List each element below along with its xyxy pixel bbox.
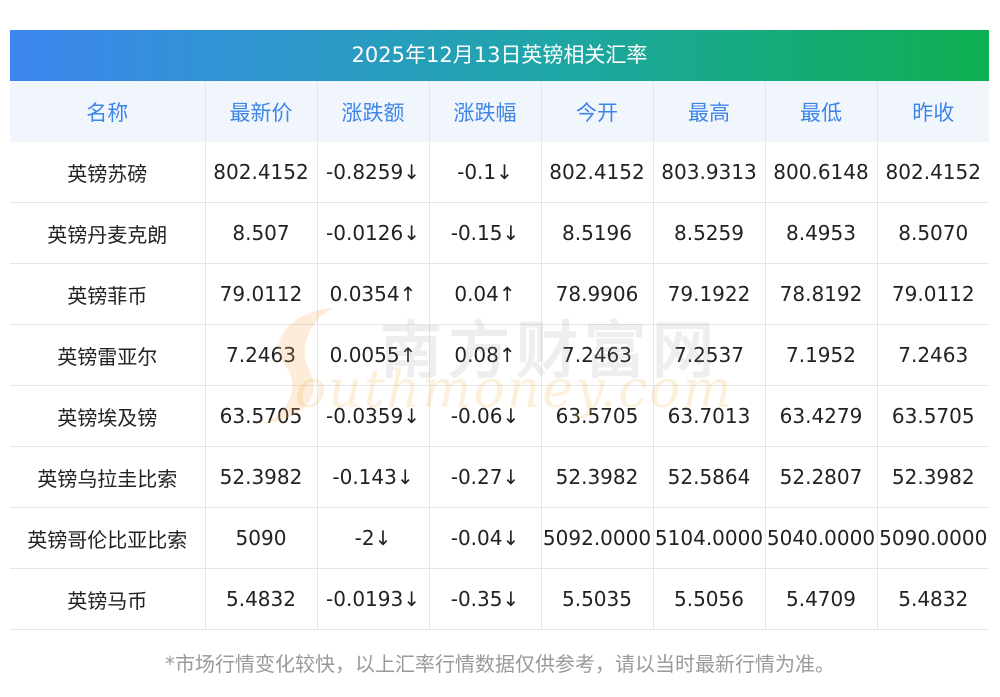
disclaimer-footer: *市场行情变化较快，以上汇率行情数据仅供参考，请以当时最新行情为准。: [165, 652, 835, 676]
prev-close: 5090.0000: [877, 507, 989, 569]
change-amount: -0.0193↓: [317, 568, 430, 630]
prev-close: 63.5705: [877, 385, 989, 447]
page-title: 2025年12月13日英镑相关汇率: [10, 30, 989, 81]
change-amount: -0.8259↓: [317, 142, 430, 203]
change-percent: 0.04↑: [429, 263, 542, 325]
column-header-open: 今开: [541, 81, 654, 142]
prev-close: 5.4832: [877, 568, 989, 630]
high-price: 63.7013: [653, 385, 766, 447]
currency-name: 英镑苏磅: [10, 142, 206, 203]
open-price: 63.5705: [541, 385, 654, 447]
low-price: 63.4279: [765, 385, 878, 447]
currency-name: 英镑菲币: [10, 263, 206, 325]
latest-price: 5090: [205, 507, 318, 569]
table-row: 英镑雷亚尔 7.2463 0.0055↑ 0.08↑ 7.2463 7.2537…: [10, 324, 989, 386]
open-price: 52.3982: [541, 446, 654, 508]
table-row: 英镑马币 5.4832 -0.0193↓ -0.35↓ 5.5035 5.505…: [10, 568, 989, 630]
column-header-low: 最低: [765, 81, 878, 142]
change-amount: -2↓: [317, 507, 430, 569]
column-header-prev-close: 昨收: [877, 81, 989, 142]
column-header-name: 名称: [10, 81, 206, 142]
latest-price: 7.2463: [205, 324, 318, 386]
open-price: 8.5196: [541, 202, 654, 264]
high-price: 5.5056: [653, 568, 766, 630]
low-price: 7.1952: [765, 324, 878, 386]
high-price: 803.9313: [653, 142, 766, 203]
high-price: 7.2537: [653, 324, 766, 386]
change-percent: -0.35↓: [429, 568, 542, 630]
prev-close: 7.2463: [877, 324, 989, 386]
latest-price: 8.507: [205, 202, 318, 264]
latest-price: 52.3982: [205, 446, 318, 508]
table-row: 英镑乌拉圭比索 52.3982 -0.143↓ -0.27↓ 52.3982 5…: [10, 446, 989, 508]
table-row: 英镑哥伦比亚比索 5090 -2↓ -0.04↓ 5092.0000 5104.…: [10, 507, 989, 569]
open-price: 5.5035: [541, 568, 654, 630]
open-price: 7.2463: [541, 324, 654, 386]
change-amount: 0.0354↑: [317, 263, 430, 325]
low-price: 5040.0000: [765, 507, 878, 569]
currency-name: 英镑丹麦克朗: [10, 202, 206, 264]
prev-close: 52.3982: [877, 446, 989, 508]
high-price: 5104.0000: [653, 507, 766, 569]
open-price: 78.9906: [541, 263, 654, 325]
change-percent: 0.08↑: [429, 324, 542, 386]
table-row: 英镑丹麦克朗 8.507 -0.0126↓ -0.15↓ 8.5196 8.52…: [10, 202, 989, 264]
exchange-rate-table: 名称 最新价 涨跌额 涨跌幅 今开 最高 最低 昨收 英镑苏磅 802.4152…: [10, 81, 989, 630]
column-header-latest: 最新价: [205, 81, 318, 142]
latest-price: 79.0112: [205, 263, 318, 325]
change-amount: -0.143↓: [317, 446, 430, 508]
change-percent: -0.1↓: [429, 142, 542, 203]
currency-name: 英镑雷亚尔: [10, 324, 206, 386]
high-price: 52.5864: [653, 446, 766, 508]
table-row: 英镑埃及镑 63.5705 -0.0359↓ -0.06↓ 63.5705 63…: [10, 385, 989, 447]
column-header-change: 涨跌额: [317, 81, 430, 142]
latest-price: 63.5705: [205, 385, 318, 447]
high-price: 8.5259: [653, 202, 766, 264]
open-price: 802.4152: [541, 142, 654, 203]
change-amount: -0.0126↓: [317, 202, 430, 264]
currency-name: 英镑哥伦比亚比索: [10, 507, 206, 569]
low-price: 52.2807: [765, 446, 878, 508]
latest-price: 802.4152: [205, 142, 318, 203]
low-price: 8.4953: [765, 202, 878, 264]
change-percent: -0.15↓: [429, 202, 542, 264]
prev-close: 79.0112: [877, 263, 989, 325]
column-header-high: 最高: [653, 81, 766, 142]
change-amount: -0.0359↓: [317, 385, 430, 447]
currency-name: 英镑马币: [10, 568, 206, 630]
table-row: 英镑苏磅 802.4152 -0.8259↓ -0.1↓ 802.4152 80…: [10, 142, 989, 203]
high-price: 79.1922: [653, 263, 766, 325]
latest-price: 5.4832: [205, 568, 318, 630]
table-header-row: 名称 最新价 涨跌额 涨跌幅 今开 最高 最低 昨收: [10, 81, 989, 142]
prev-close: 8.5070: [877, 202, 989, 264]
open-price: 5092.0000: [541, 507, 654, 569]
change-percent: -0.27↓: [429, 446, 542, 508]
currency-name: 英镑乌拉圭比索: [10, 446, 206, 508]
change-percent: -0.04↓: [429, 507, 542, 569]
change-percent: -0.06↓: [429, 385, 542, 447]
currency-name: 英镑埃及镑: [10, 385, 206, 447]
low-price: 78.8192: [765, 263, 878, 325]
low-price: 5.4709: [765, 568, 878, 630]
prev-close: 802.4152: [877, 142, 989, 203]
table-row: 英镑菲币 79.0112 0.0354↑ 0.04↑ 78.9906 79.19…: [10, 263, 989, 325]
low-price: 800.6148: [765, 142, 878, 203]
column-header-change-pct: 涨跌幅: [429, 81, 542, 142]
change-amount: 0.0055↑: [317, 324, 430, 386]
